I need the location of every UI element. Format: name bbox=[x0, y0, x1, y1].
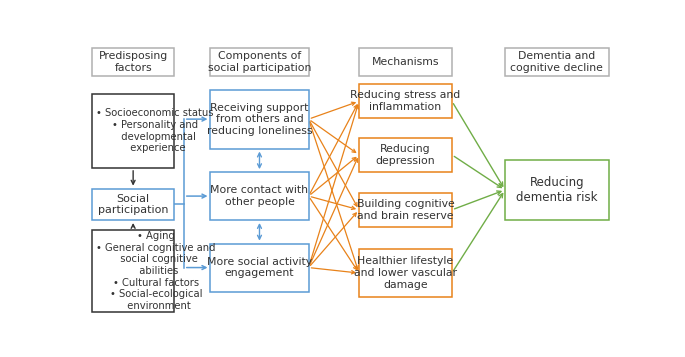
Text: More contact with
other people: More contact with other people bbox=[210, 185, 308, 207]
FancyBboxPatch shape bbox=[92, 48, 174, 76]
Text: Receiving support
from others and
reducing loneliness: Receiving support from others and reduci… bbox=[207, 102, 312, 136]
Text: Reducing
depression: Reducing depression bbox=[375, 144, 435, 166]
FancyBboxPatch shape bbox=[505, 160, 608, 220]
FancyBboxPatch shape bbox=[359, 138, 452, 172]
FancyBboxPatch shape bbox=[359, 84, 452, 119]
Text: Building cognitive
and brain reserve: Building cognitive and brain reserve bbox=[357, 199, 454, 221]
Text: Healthier lifestyle
and lower vascular
damage: Healthier lifestyle and lower vascular d… bbox=[354, 256, 457, 290]
Text: Predisposing
factors: Predisposing factors bbox=[99, 51, 168, 73]
FancyBboxPatch shape bbox=[210, 172, 308, 220]
FancyBboxPatch shape bbox=[359, 193, 452, 227]
Text: Reducing stress and
inflammation: Reducing stress and inflammation bbox=[350, 90, 460, 112]
Text: Mechanisms: Mechanisms bbox=[372, 57, 439, 67]
Text: • Aging
• General cognitive and
  social cognitive
  abilities
• Cultural factor: • Aging • General cognitive and social c… bbox=[96, 231, 216, 311]
Text: More social activity
engagement: More social activity engagement bbox=[207, 257, 312, 278]
Text: Social
participation: Social participation bbox=[98, 193, 169, 215]
FancyBboxPatch shape bbox=[359, 48, 452, 76]
Text: Reducing
dementia risk: Reducing dementia risk bbox=[516, 176, 597, 204]
FancyBboxPatch shape bbox=[359, 249, 452, 297]
FancyBboxPatch shape bbox=[210, 48, 308, 76]
Text: Dementia and
cognitive decline: Dementia and cognitive decline bbox=[510, 51, 603, 73]
FancyBboxPatch shape bbox=[210, 90, 308, 149]
FancyBboxPatch shape bbox=[92, 230, 174, 312]
FancyBboxPatch shape bbox=[210, 243, 308, 292]
Text: Components of
social participation: Components of social participation bbox=[208, 51, 311, 73]
FancyBboxPatch shape bbox=[92, 188, 174, 220]
FancyBboxPatch shape bbox=[92, 94, 174, 168]
FancyBboxPatch shape bbox=[505, 48, 608, 76]
Text: • Socioeconomic status
• Personality and
  developmental
  experience: • Socioeconomic status • Personality and… bbox=[96, 109, 214, 153]
